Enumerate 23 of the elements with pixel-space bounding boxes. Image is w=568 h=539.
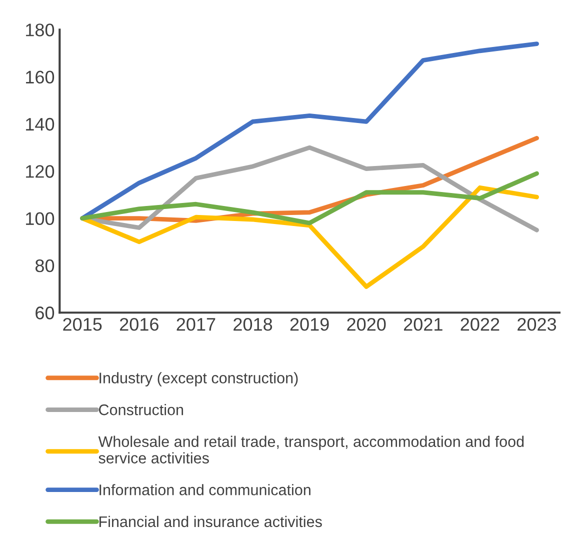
x-tick-label: 2021 [404, 318, 442, 331]
x-tick-label: 2022 [460, 318, 500, 331]
line-series [80, 185, 539, 289]
x-tick-label: 2020 [347, 318, 386, 331]
y-tick-label: 100 [26, 212, 54, 226]
line-series [80, 171, 539, 226]
y-tick-label: 60 [36, 306, 54, 320]
x-tick-label: 2016 [120, 318, 158, 331]
x-tick-label: 2018 [234, 318, 272, 331]
y-tick-label: 120 [26, 165, 54, 178]
legend-label: Information and communication [100, 484, 310, 496]
legend-label: Construction [99, 404, 184, 416]
y-tick-label: 80 [35, 259, 54, 272]
x-tick-label: 2023 [518, 318, 556, 331]
x-tick-label: 2017 [176, 318, 216, 331]
y-tick-label: 160 [26, 70, 54, 84]
y-tick-label: 180 [26, 24, 54, 36]
y-tick-label: 140 [26, 118, 54, 131]
legend-label: Industry (except construction) [100, 372, 298, 386]
legend-label: Financial and insurance activities [100, 516, 322, 528]
x-tick-label: 2015 [63, 318, 102, 331]
legend-label: Wholesale and retail trade, transport, accommodation and food service activities [98, 436, 524, 464]
x-tick-label: 2019 [290, 318, 329, 331]
